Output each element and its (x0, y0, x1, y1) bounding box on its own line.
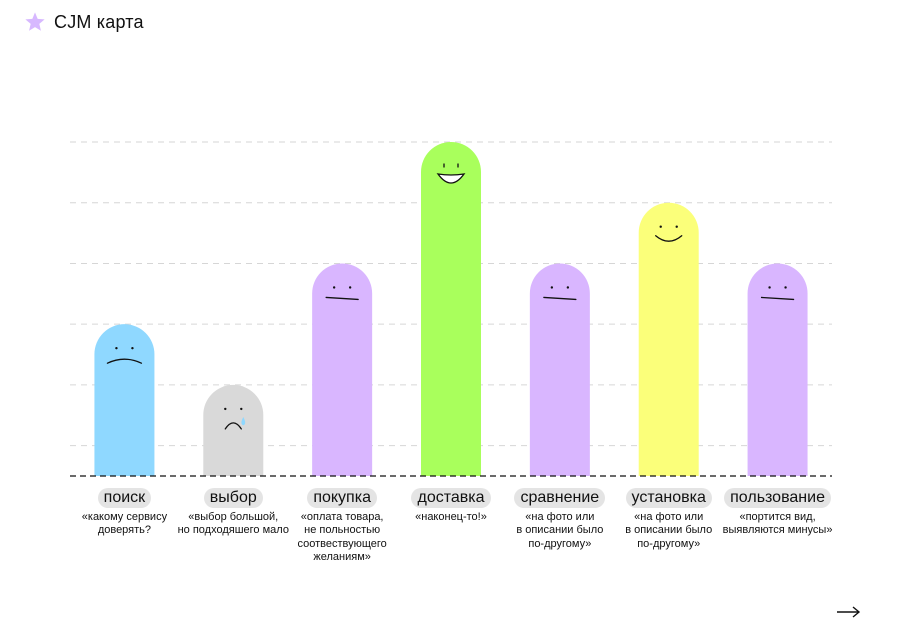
stage-label: поиск «какому сервису доверять? (59, 488, 189, 538)
stage-label: пользование «портится вид, выявляются мин… (713, 488, 843, 538)
stage-name: сравнение (514, 488, 606, 508)
face-laughing-icon (436, 163, 466, 184)
stage-quote: «наконец-то!» (415, 511, 487, 523)
face-crying-icon (224, 407, 246, 430)
stage-name: поиск (97, 488, 152, 508)
stage-name: установка (625, 488, 712, 508)
stage-quote: «на фото или в описании было по-другому» (625, 511, 713, 550)
page-title: CJM карта (54, 11, 144, 32)
stage-label: покупка «оплата товара, не польностью соо… (277, 488, 407, 565)
stage-quote: «на фото или в описании было по-другому» (516, 511, 604, 550)
stage-name: доставка (411, 488, 491, 508)
stage-name: покупка (307, 488, 377, 508)
journey-bar (638, 202, 699, 476)
header: CJM карта (24, 11, 144, 33)
journey-bar (529, 263, 590, 476)
stage-label: сравнение «на фото или в описании было по… (495, 488, 625, 551)
stage-quote: «оплата товара, не польностью соотвеству… (297, 511, 387, 564)
stage-quote: «какому сервису доверять? (81, 511, 168, 537)
stage-quote: «портится вид, выявляются минусы» (722, 511, 833, 537)
stage-name: пользование (724, 488, 831, 508)
stage-quote: «выбор большой, но подходяшего мало (177, 511, 289, 537)
stage-label: доставка «наконец-то!» (386, 488, 516, 524)
face-sad-icon (106, 346, 143, 364)
face-neutral-icon (543, 286, 577, 301)
face-happy-icon (655, 225, 683, 242)
stage-label: установка «на фото или в описании было по… (604, 488, 734, 551)
face-neutral-icon (325, 286, 359, 301)
journey-bar (203, 384, 264, 476)
stage-name: выбор (203, 488, 263, 508)
journey-bar (747, 263, 808, 476)
stage-label: выбор «выбор большой, но подходяшего мало (168, 488, 298, 538)
journey-bar (421, 142, 481, 476)
journey-bar (94, 324, 155, 476)
star-icon (24, 11, 46, 33)
arrow-right-icon[interactable] (836, 604, 862, 625)
journey-bar (312, 263, 373, 476)
face-neutral-icon (760, 286, 795, 301)
